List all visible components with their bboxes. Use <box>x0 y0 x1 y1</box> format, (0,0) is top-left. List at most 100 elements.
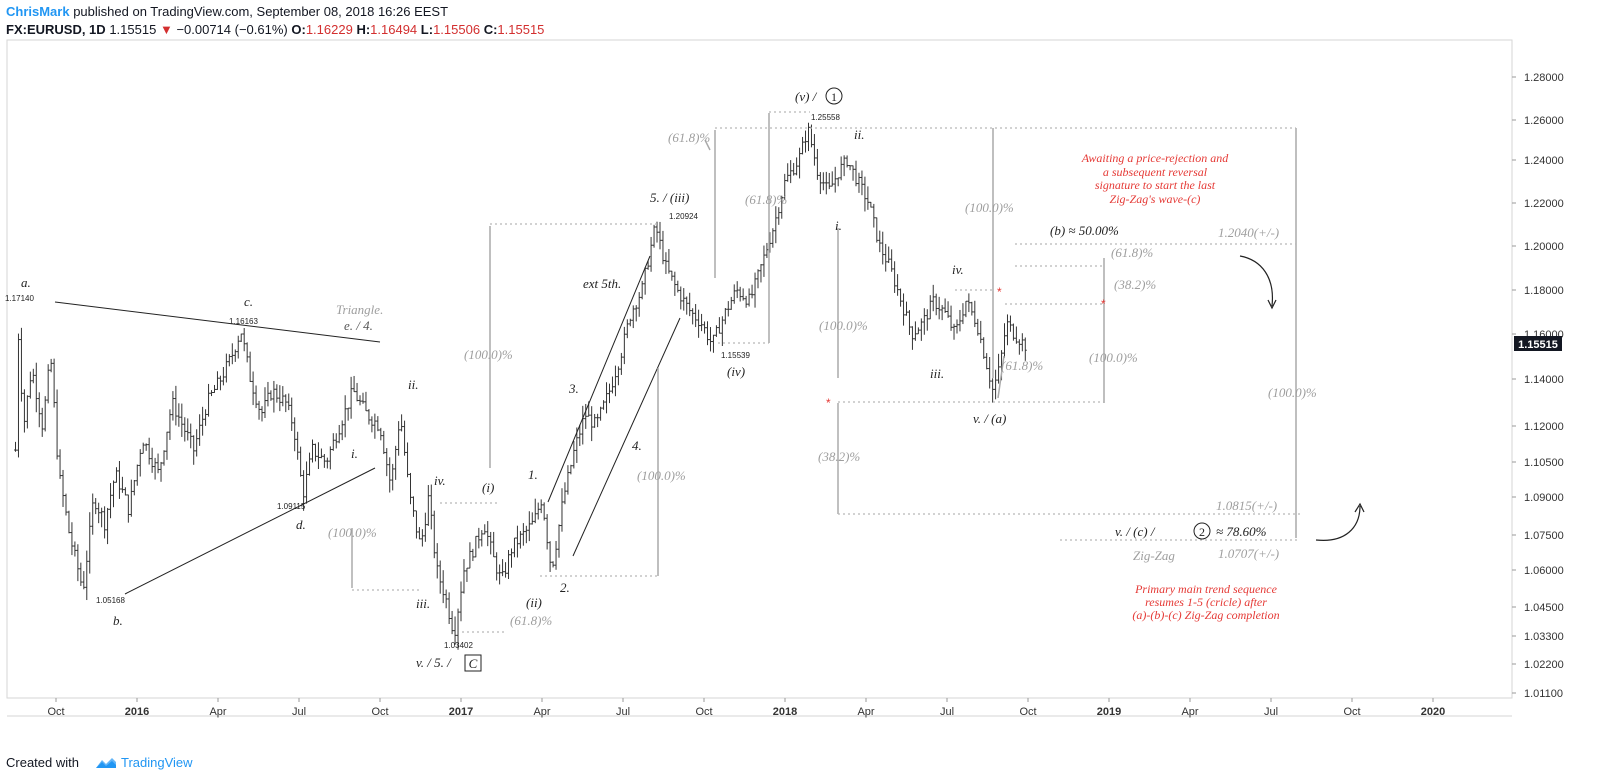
time-tick-label: Oct <box>47 706 64 718</box>
ohlc-bar <box>569 464 573 475</box>
fib-100-c: (100.0)% <box>819 318 868 333</box>
ohlc-bar <box>646 260 650 270</box>
fib-382: (38.2)% <box>818 449 860 464</box>
publish-info: ChrisMark published on TradingView.com, … <box>6 4 448 19</box>
note-top-3: signature to start the last <box>1095 178 1216 192</box>
ohlc-bar <box>830 171 834 187</box>
price-115539: 1.15539 <box>721 351 750 360</box>
ohlc-bar <box>370 416 374 433</box>
ohlc-bar <box>46 364 50 404</box>
ohlc-bar <box>308 452 312 476</box>
ohlc-bar <box>328 446 332 470</box>
price-chart[interactable]: 1.28000 1.26000 1.24000 1.22000 1.20000 1.180… <box>0 38 1615 738</box>
time-tick-label: Apr <box>209 706 226 718</box>
triangle-e4-label: e. / 4. <box>344 318 373 333</box>
ohlc-bar <box>922 308 926 335</box>
price-tick-label: 1.01100 <box>1524 688 1563 700</box>
low-value: 1.15506 <box>433 22 481 37</box>
drawings-black <box>54 255 681 595</box>
ohlc-bar <box>949 305 953 331</box>
chart-pane[interactable] <box>6 39 1513 699</box>
ohlc-bar <box>239 333 243 342</box>
ohlc-bar <box>866 186 870 210</box>
ohlc-bar <box>988 357 992 389</box>
approx-786-label: ≈ 78.60% <box>1216 524 1267 539</box>
ohlc-bar <box>634 305 638 322</box>
ohlc-bar <box>471 548 475 562</box>
price-tick-label: 1.24000 <box>1524 155 1564 167</box>
ohlc-bar <box>55 389 59 460</box>
ohlc-bar <box>664 252 668 275</box>
tradingview-link[interactable]: TradingView <box>85 755 193 770</box>
ohlc-bar <box>857 172 861 193</box>
time-tick-label: 2016 <box>125 706 149 718</box>
author-link[interactable]: ChrisMark <box>6 4 70 19</box>
ohlc-bar <box>325 457 329 469</box>
ohlc-bar <box>750 284 754 299</box>
price-axis[interactable]: 1.28000 1.26000 1.24000 1.22000 1.20000 1.180… <box>1512 72 1564 700</box>
ohlc-bar <box>530 512 534 525</box>
ohlc-bar <box>836 177 840 187</box>
price-tick-label: 1.28000 <box>1524 72 1564 84</box>
ohlc-bar <box>498 564 502 585</box>
wave-ii-top: ii. <box>854 127 864 142</box>
zigzag-label: Zig-Zag <box>1133 548 1175 563</box>
last-price: 1.15515 <box>109 22 157 37</box>
svg-text:*: * <box>1101 297 1106 311</box>
time-axis[interactable]: Oct 2016 Apr Jul Oct 2017 Apr Jul Oct 2018 Apr Jul O… <box>47 698 1445 718</box>
note-top-4: Zig-Zag's wave-(c) <box>1110 192 1201 206</box>
price-tick-label: 1.22000 <box>1524 198 1564 210</box>
ohlc-bar <box>759 264 763 283</box>
time-tick-label: Apr <box>1181 706 1198 718</box>
fib-100-left: (100.0)% <box>328 525 377 540</box>
wave-a-price: 1.17140 <box>5 294 34 303</box>
wave-iv-left: iv. <box>434 473 446 488</box>
ohlc-bar <box>916 327 920 335</box>
ohlc-bar <box>186 418 190 441</box>
ohlc-bar <box>1023 337 1027 361</box>
ohlc-bar <box>233 349 237 362</box>
ohlc-bar <box>628 318 632 327</box>
level-10815: 1.0815(+/-) <box>1216 498 1277 513</box>
ohlc-bar <box>409 472 413 505</box>
ohlc-bar <box>1014 326 1018 344</box>
ohlc-bar <box>477 527 481 549</box>
ohlc-bar <box>792 162 796 176</box>
ohlc-bar <box>406 442 410 478</box>
ohlc-bar <box>198 414 202 446</box>
ohlc-bar <box>91 493 95 535</box>
ohlc-bar <box>955 319 959 334</box>
ohlc-bar <box>16 333 20 458</box>
time-tick-label: Oct <box>371 706 388 718</box>
ohlc-bar <box>726 301 730 317</box>
ohlc-bar <box>524 525 528 544</box>
wave-i-mid: i. <box>835 218 842 233</box>
price-bars <box>14 122 1027 650</box>
ohlc-bar <box>212 384 216 393</box>
ohlc-bar <box>388 457 392 493</box>
wave-labels: a. 1.17140 b. 1.05168 c. 1.16163 d. 1.09… <box>5 87 1267 672</box>
ohlc-bar <box>73 541 77 557</box>
ohlc-bar <box>311 439 314 463</box>
ohlc-bar <box>49 358 53 373</box>
wave-v5c-label: v. / 5. / <box>416 655 452 670</box>
ohlc-bar <box>786 163 790 182</box>
ohlc-bar <box>925 309 929 331</box>
ohlc-bar <box>602 400 606 410</box>
ohlc-bar <box>997 353 1001 384</box>
price-tick-label: 1.26000 <box>1524 115 1564 127</box>
price-tick-label: 1.06000 <box>1524 565 1564 577</box>
ohlc-bar <box>349 376 353 419</box>
ohlc-bar <box>706 321 710 346</box>
arrow-up-curve <box>1315 505 1361 541</box>
ohlc-bar <box>673 271 677 296</box>
ohlc-bar <box>1008 315 1012 332</box>
time-tick-label: Jul <box>616 706 630 718</box>
change-value: −0.00714 (−0.61%) <box>176 22 288 37</box>
wave-iv-paren: (iv) <box>727 364 745 379</box>
svg-text:*: * <box>997 285 1002 299</box>
triangle-label: Triangle. <box>336 302 383 317</box>
ohlc-bar <box>106 507 110 545</box>
ohlc-bar <box>141 442 145 454</box>
ohlc-bar <box>14 441 17 452</box>
